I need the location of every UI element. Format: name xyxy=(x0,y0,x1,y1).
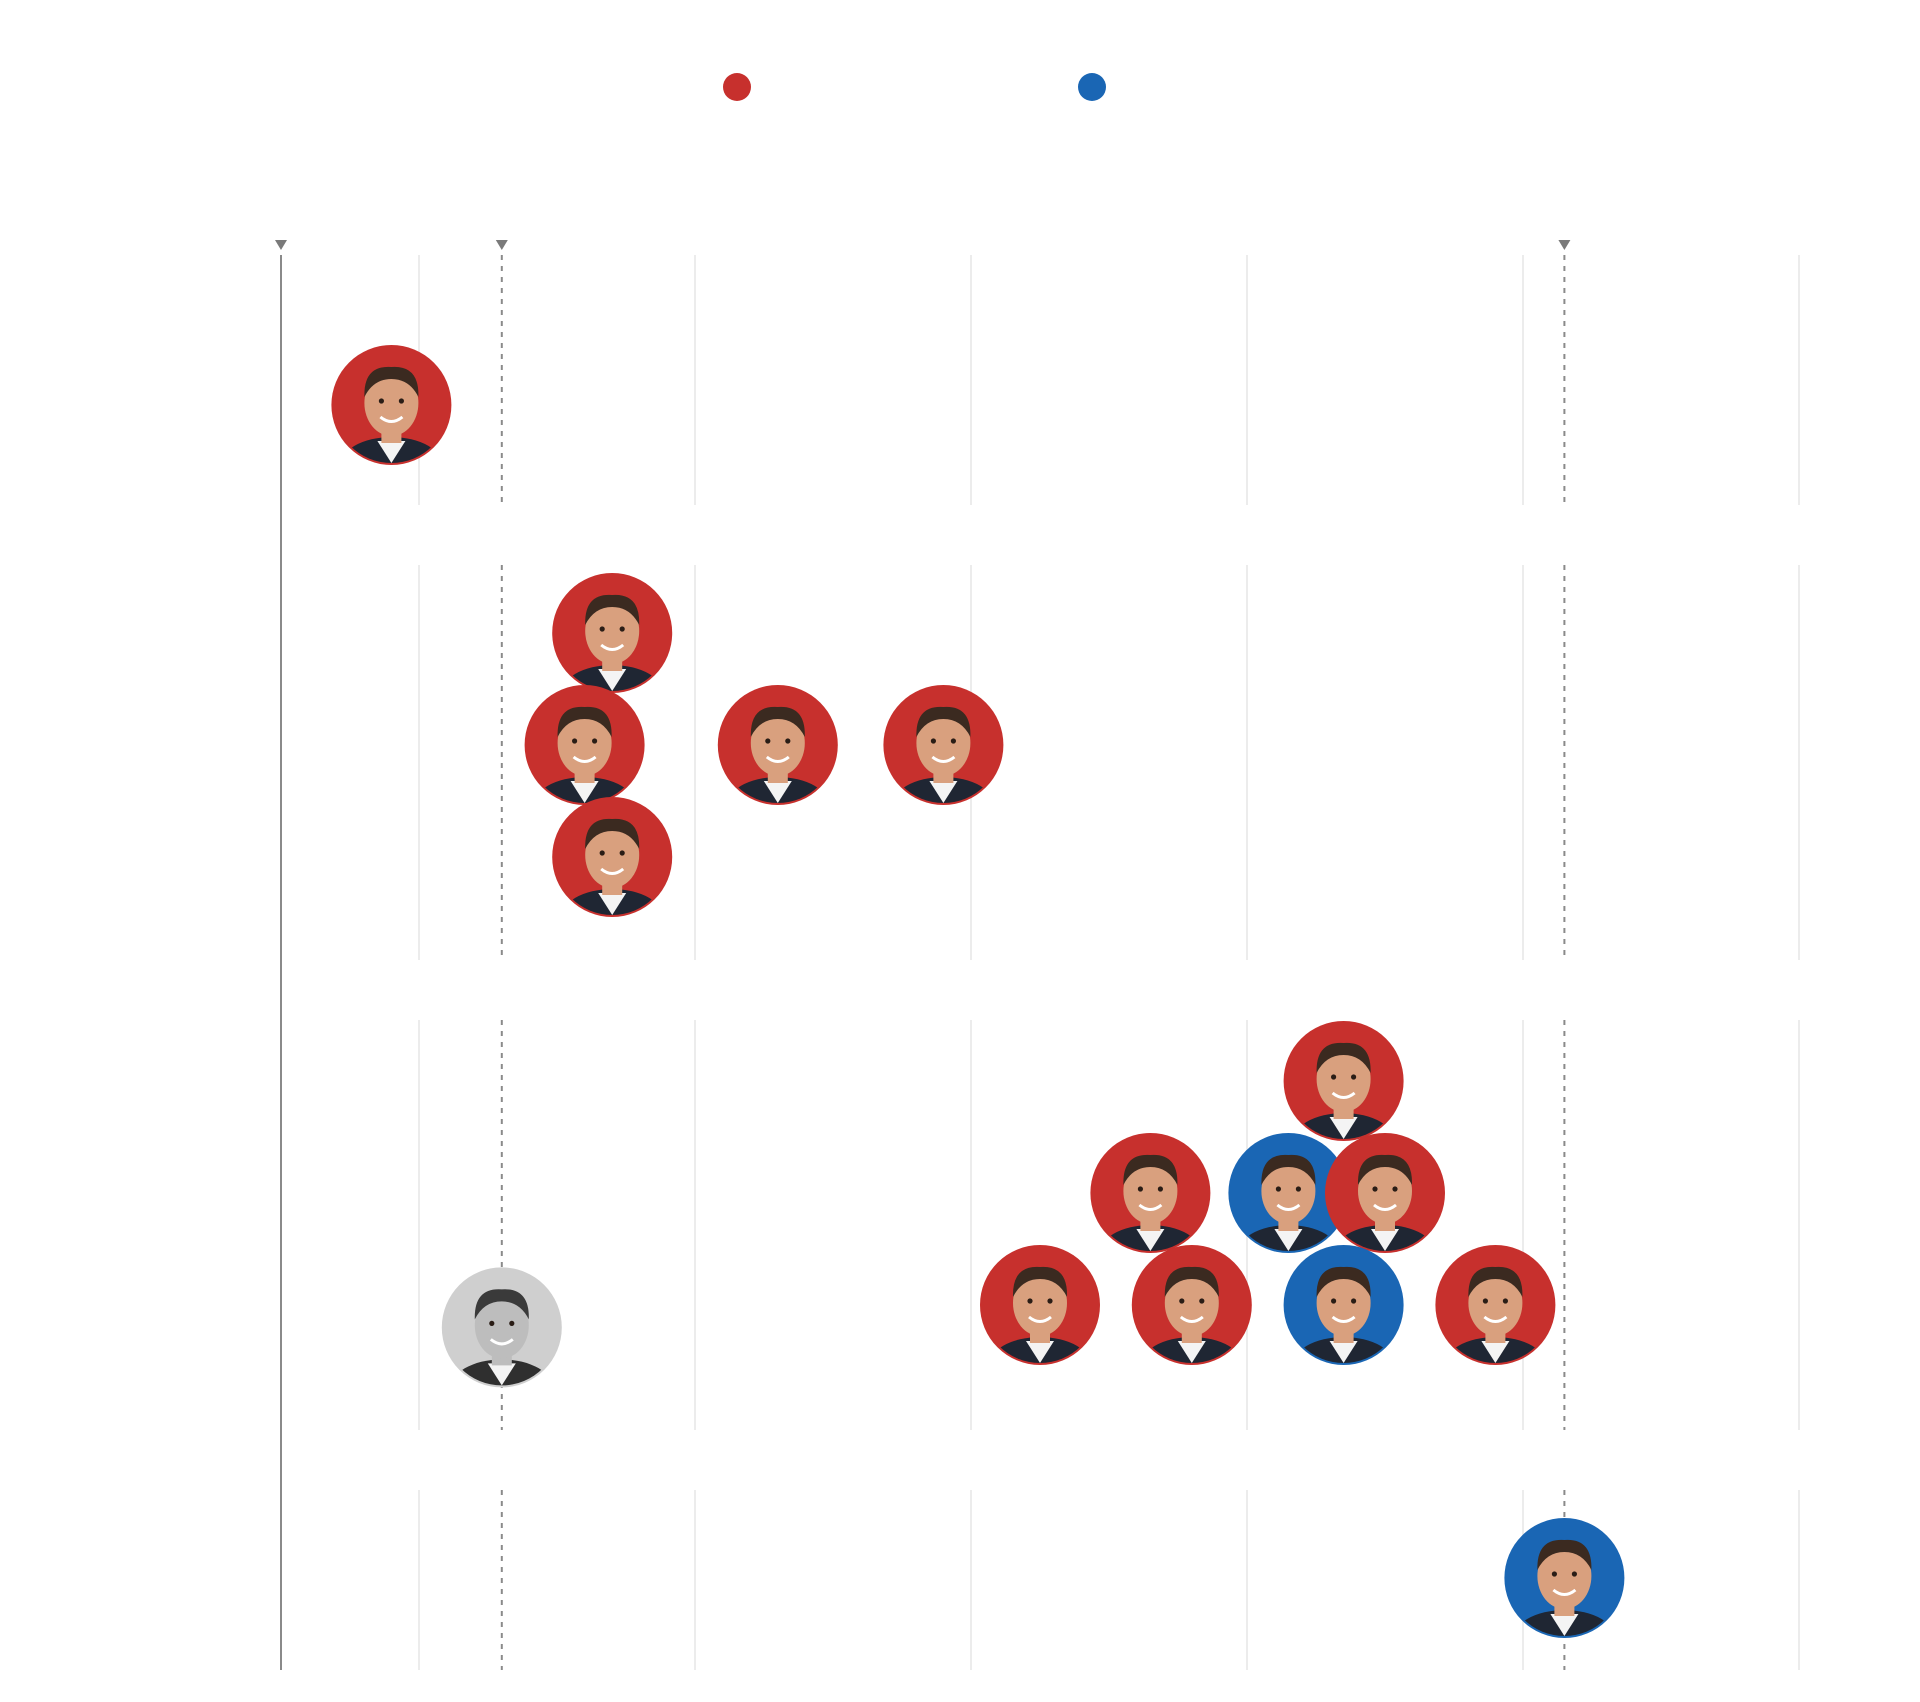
portrait-13-point xyxy=(1283,1245,1404,1365)
portrait-2-point xyxy=(552,573,673,693)
portrait-icon xyxy=(988,1266,1092,1363)
legend-marker-blue xyxy=(1078,73,1106,101)
portrait-icon xyxy=(1139,1266,1244,1363)
points-layer xyxy=(331,345,1625,1638)
portrait-icon xyxy=(1512,1539,1617,1636)
portrait-6-point xyxy=(552,797,673,917)
legend-marker-red xyxy=(723,73,751,101)
portrait-icon xyxy=(1291,1266,1396,1363)
portrait-15-point xyxy=(441,1267,562,1388)
portrait-icon xyxy=(1443,1266,1548,1363)
grid-layer xyxy=(418,255,1800,1670)
portrait-5-point xyxy=(883,685,1004,805)
portrait-icon xyxy=(449,1289,554,1386)
reference-lines-layer xyxy=(275,240,1571,1670)
portrait-icon xyxy=(1098,1154,1203,1251)
portrait-icon xyxy=(560,594,665,691)
portrait-4-point xyxy=(717,685,838,805)
portrait-12-point xyxy=(1131,1245,1252,1365)
reference-marker-icon xyxy=(495,240,508,250)
reference-marker-icon xyxy=(275,240,287,250)
portrait-11-point xyxy=(980,1245,1100,1365)
portrait-icon xyxy=(725,706,830,803)
portrait-icon xyxy=(1291,1042,1396,1139)
portrait-1-point xyxy=(331,345,452,465)
portrait-icon xyxy=(1333,1154,1437,1251)
portrait-9-point xyxy=(1228,1133,1349,1253)
portrait-3-point xyxy=(524,685,645,805)
portrait-icon xyxy=(891,706,996,803)
portrait-7-point xyxy=(1283,1021,1404,1141)
portrait-icon xyxy=(532,706,637,803)
portrait-10-point xyxy=(1325,1133,1445,1253)
portrait-icon xyxy=(1236,1154,1341,1251)
reference-marker-icon xyxy=(1558,240,1571,250)
portrait-14-point xyxy=(1435,1245,1556,1365)
portrait-16-point xyxy=(1504,1518,1625,1638)
portrait-icon xyxy=(560,818,665,915)
portrait-icon xyxy=(339,366,444,463)
portrait-8-point xyxy=(1090,1133,1211,1253)
